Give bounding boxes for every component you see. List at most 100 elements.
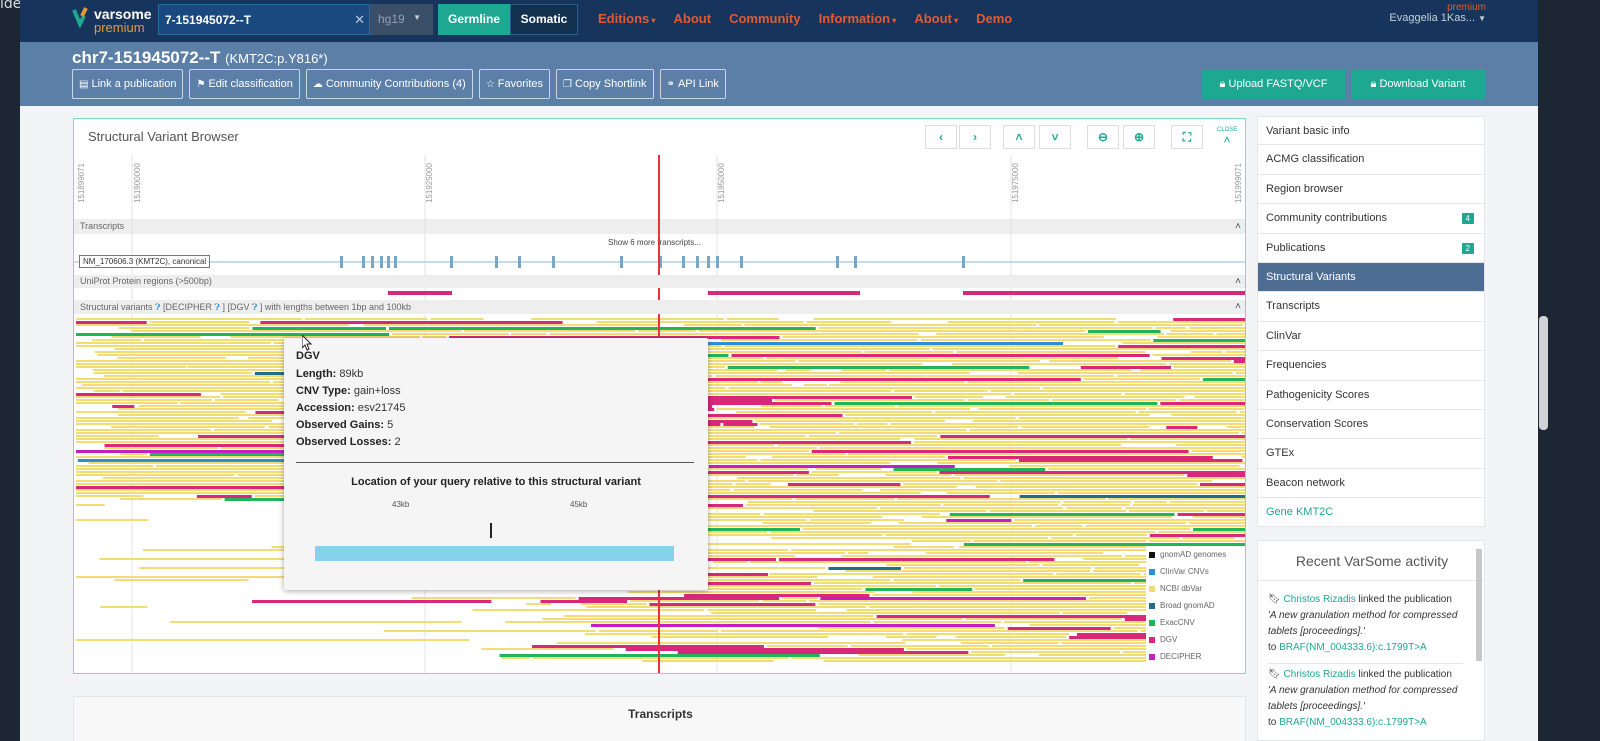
- download-variant-button[interactable]: 🔒︎ Download Variant: [1351, 69, 1485, 99]
- favorites-button[interactable]: ☆ Favorites: [478, 69, 551, 99]
- api-link-button[interactable]: ⚭ API Link: [659, 69, 726, 99]
- sv-bar: [965, 618, 1122, 620]
- activity-user-link[interactable]: Christos Rizadis: [1283, 594, 1356, 605]
- nav-information[interactable]: Information: [819, 11, 897, 26]
- activity-action: linked the publication: [1358, 669, 1452, 680]
- germline-button[interactable]: Germline: [438, 4, 510, 35]
- user-menu[interactable]: Evaggelia 1Kas... ▼: [1389, 12, 1486, 24]
- sv-decipher-filter[interactable]: [DECIPHER: [162, 302, 212, 312]
- nav-about[interactable]: About: [673, 11, 712, 26]
- sv-bar: [76, 318, 302, 320]
- sv-bar: [824, 405, 895, 407]
- pan-right-button[interactable]: ›: [959, 125, 991, 149]
- link-publication-button[interactable]: ▤ Link a publication: [72, 69, 184, 99]
- sv-bar: [1116, 375, 1245, 377]
- sv-bar: [975, 486, 1245, 488]
- clear-search-icon[interactable]: ✕: [354, 12, 365, 27]
- nav-demo[interactable]: Demo: [976, 11, 1013, 26]
- page-scrollbar[interactable]: [1539, 316, 1548, 430]
- sv-bar: [727, 366, 1030, 369]
- recent-activity-panel: Recent VarSome activity 🔖︎ Christos Riza…: [1257, 540, 1485, 741]
- sv-bar: [411, 597, 576, 599]
- scroll-up-button[interactable]: ˄: [1003, 125, 1035, 149]
- legend-item[interactable]: ExacCNV: [1146, 614, 1245, 631]
- edit-classification-button[interactable]: ⚑ Edit classification: [189, 69, 300, 99]
- accession-value: esv21745: [357, 402, 406, 414]
- show-more-transcripts-link[interactable]: Show 6 more transcripts...: [608, 238, 701, 247]
- sv-bar: [975, 588, 1155, 590]
- legend-item[interactable]: gnomAD genomes: [1146, 546, 1245, 563]
- help-icon[interactable]: ❓︎: [155, 302, 161, 312]
- chevron-up-icon[interactable]: ˄: [1235, 221, 1241, 232]
- sidebar-item-region-browser[interactable]: Region browser: [1257, 174, 1485, 205]
- sidebar-item-structural-variants[interactable]: Structural Variants: [1257, 262, 1485, 293]
- sv-bar: [598, 630, 719, 632]
- nav-community[interactable]: Community: [729, 11, 801, 26]
- activity-variant-link[interactable]: BRAF(NM_004333.6):c.1799T>A: [1279, 717, 1427, 728]
- sv-bar: [1017, 372, 1233, 374]
- sv-bar: [76, 399, 212, 401]
- activity-publication: 'A new granulation method for compressed…: [1268, 610, 1458, 637]
- sv-bar: [1166, 426, 1198, 429]
- copy-shortlink-button[interactable]: ❐ Copy Shortlink: [556, 69, 654, 99]
- legend-item[interactable]: ClinVar CNVs: [1146, 563, 1245, 580]
- pan-left-button[interactable]: ‹: [925, 125, 957, 149]
- nav-editions[interactable]: Editions: [598, 11, 656, 26]
- sidebar-item-gene[interactable]: Gene KMT2C: [1257, 498, 1485, 528]
- sv-bar: [936, 333, 1164, 335]
- help-icon[interactable]: ❓︎: [251, 302, 258, 312]
- sv-track-header[interactable]: Structural variants ❓︎ [DECIPHER ❓︎ ] [D…: [74, 300, 1245, 314]
- sidebar-item-community[interactable]: Community contributions 4: [1257, 204, 1485, 234]
- sidebar-item-pathogenicity[interactable]: Pathogenicity Scores: [1257, 380, 1485, 410]
- sv-bar: [816, 468, 882, 470]
- help-icon[interactable]: ❓︎: [214, 302, 220, 312]
- activity-variant-link[interactable]: BRAF(NM_004333.6):c.1799T>A: [1279, 642, 1427, 653]
- legend-item[interactable]: NCBI dbVar: [1146, 580, 1245, 597]
- transcripts-track-header[interactable]: Transcripts ˄: [74, 219, 1245, 234]
- zoom-out-button[interactable]: ⊖: [1087, 125, 1119, 149]
- uniprot-track-header[interactable]: UniProt Protein regions (>500bp) ˄: [74, 275, 1245, 288]
- legend-item[interactable]: DGV: [1146, 631, 1245, 648]
- sidebar-item-publications[interactable]: Publications 2: [1257, 233, 1485, 263]
- sv-bar: [948, 456, 1213, 459]
- fullscreen-button[interactable]: ⛶: [1171, 125, 1203, 149]
- activity-scrollbar[interactable]: [1476, 549, 1482, 661]
- tooltip-title: DGV: [296, 350, 320, 362]
- chevron-up-icon[interactable]: ˄: [1235, 276, 1241, 287]
- tooltip-length: Length: 89kb: [296, 368, 363, 380]
- legend-item[interactable]: Broad gnomAD: [1146, 597, 1245, 614]
- sidebar-item-clinvar[interactable]: ClinVar: [1257, 321, 1485, 352]
- uniprot-region: [708, 291, 860, 295]
- losses-label: Observed Losses:: [296, 436, 392, 448]
- chevron-up-icon[interactable]: ˄: [1235, 301, 1241, 312]
- sidebar-item-beacon[interactable]: Beacon network: [1257, 468, 1485, 499]
- nav-about-menu[interactable]: About: [914, 11, 958, 26]
- close-browser-button[interactable]: CLOSE ˄: [1217, 127, 1237, 147]
- sv-bar: [76, 474, 235, 476]
- sidebar-item-acmg[interactable]: ACMG classification: [1257, 145, 1485, 175]
- legend-item[interactable]: DECIPHER: [1146, 648, 1245, 665]
- transcript-label[interactable]: NM_170606.3 (KMT2C), canonical: [79, 255, 211, 268]
- scroll-down-button[interactable]: ˅: [1039, 125, 1071, 149]
- sv-dgv-filter[interactable]: ] [DGV: [222, 302, 250, 312]
- community-contributions-button[interactable]: ☁ Community Contributions (4): [305, 69, 473, 99]
- sv-bar: [1173, 318, 1245, 321]
- sv-bar: [989, 510, 1126, 512]
- variant-search-input[interactable]: [165, 10, 345, 30]
- sidebar-item-transcripts[interactable]: Transcripts: [1257, 292, 1485, 322]
- legend-swatch: [1149, 653, 1155, 660]
- sv-bar: [893, 579, 1021, 581]
- zoom-in-button[interactable]: ⊕: [1123, 125, 1155, 149]
- sidebar-item-variant-basic-info[interactable]: Variant basic info: [1257, 116, 1485, 146]
- upload-fastq-button[interactable]: 🔒︎ Upload FASTQ/VCF: [1202, 69, 1345, 99]
- sidebar-item-conservation[interactable]: Conservation Scores: [1257, 409, 1485, 440]
- sv-bar: [581, 603, 647, 605]
- sv-bar: [149, 321, 250, 323]
- varsome-logo[interactable]: varsome premium: [72, 4, 152, 35]
- genome-select[interactable]: hg19 ▼: [370, 4, 433, 35]
- somatic-button[interactable]: Somatic: [510, 4, 578, 35]
- sv-bar: [1130, 438, 1245, 440]
- sidebar-item-frequencies[interactable]: Frequencies: [1257, 351, 1485, 381]
- activity-user-link[interactable]: Christos Rizadis: [1283, 669, 1356, 680]
- sidebar-item-gtex[interactable]: GTEx: [1257, 439, 1485, 469]
